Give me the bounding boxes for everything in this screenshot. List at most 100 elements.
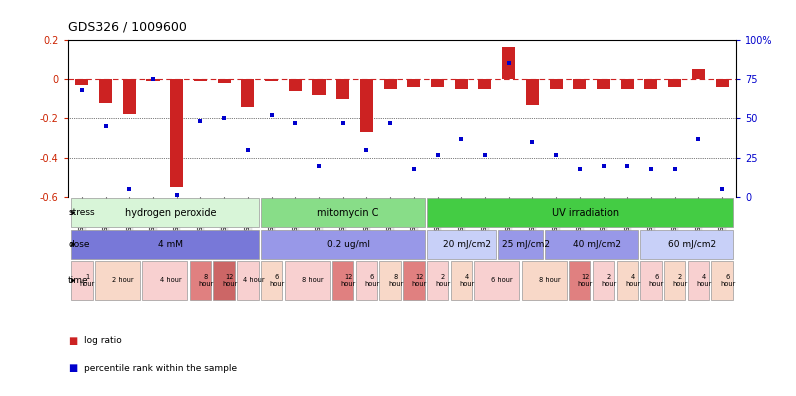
Text: 2
hour: 2 hour bbox=[601, 274, 617, 287]
Bar bbox=[427, 198, 733, 227]
Text: 8 hour: 8 hour bbox=[302, 278, 323, 284]
Text: mitomycin C: mitomycin C bbox=[318, 208, 379, 218]
Point bbox=[550, 151, 563, 158]
Text: 4 mM: 4 mM bbox=[158, 240, 183, 249]
Bar bbox=[664, 261, 685, 300]
Text: ■: ■ bbox=[68, 335, 77, 346]
Bar bbox=[526, 79, 539, 105]
Point bbox=[692, 135, 704, 142]
Text: 2
hour: 2 hour bbox=[435, 274, 451, 287]
Point bbox=[265, 112, 278, 118]
Bar bbox=[384, 79, 396, 89]
Text: stress: stress bbox=[68, 208, 95, 217]
Bar bbox=[332, 261, 353, 300]
Text: 8 hour: 8 hour bbox=[539, 278, 560, 284]
Bar bbox=[640, 261, 661, 300]
Point bbox=[194, 118, 207, 125]
Bar bbox=[478, 79, 491, 89]
Bar bbox=[502, 48, 515, 79]
Bar bbox=[455, 79, 468, 89]
Bar bbox=[712, 261, 733, 300]
Bar bbox=[451, 261, 472, 300]
Bar bbox=[76, 79, 88, 85]
Text: 6
hour: 6 hour bbox=[649, 274, 664, 287]
Point bbox=[621, 162, 634, 169]
Bar bbox=[356, 261, 377, 300]
Bar bbox=[261, 230, 424, 259]
Point bbox=[146, 76, 159, 82]
Bar bbox=[71, 261, 92, 300]
Point bbox=[431, 151, 444, 158]
Text: 6
hour: 6 hour bbox=[365, 274, 380, 287]
Text: 8
hour: 8 hour bbox=[198, 274, 213, 287]
Text: time: time bbox=[68, 276, 89, 285]
Bar bbox=[545, 230, 638, 259]
Bar bbox=[123, 79, 136, 114]
Point bbox=[289, 120, 302, 126]
Bar bbox=[289, 79, 302, 91]
Point bbox=[337, 120, 349, 126]
Bar bbox=[336, 79, 349, 99]
Bar bbox=[213, 261, 235, 300]
Bar bbox=[474, 261, 519, 300]
Point bbox=[408, 166, 420, 172]
Bar bbox=[170, 79, 183, 187]
Point bbox=[123, 186, 135, 192]
Text: 8
hour: 8 hour bbox=[388, 274, 404, 287]
Text: dose: dose bbox=[68, 240, 90, 249]
Text: 4 hour: 4 hour bbox=[159, 278, 181, 284]
Bar bbox=[241, 79, 255, 107]
Text: percentile rank within the sample: percentile rank within the sample bbox=[84, 364, 236, 373]
Bar bbox=[427, 230, 496, 259]
Text: 1
hour: 1 hour bbox=[80, 274, 95, 287]
Text: 4
hour: 4 hour bbox=[459, 274, 474, 287]
Bar bbox=[265, 79, 278, 81]
Point bbox=[360, 147, 373, 153]
Bar bbox=[645, 79, 657, 89]
Bar bbox=[189, 261, 211, 300]
Bar bbox=[431, 79, 444, 87]
Point bbox=[170, 192, 183, 199]
Bar bbox=[71, 198, 259, 227]
Point bbox=[241, 147, 254, 153]
Text: hydrogen peroxide: hydrogen peroxide bbox=[125, 208, 216, 218]
Bar bbox=[549, 79, 563, 89]
Text: 0.2 ug/ml: 0.2 ug/ml bbox=[326, 240, 369, 249]
Point bbox=[455, 135, 467, 142]
Bar bbox=[597, 79, 610, 89]
Text: 12
hour: 12 hour bbox=[222, 274, 237, 287]
Point bbox=[526, 139, 539, 145]
Text: ■: ■ bbox=[68, 363, 77, 373]
Point bbox=[313, 162, 326, 169]
Text: 4
hour: 4 hour bbox=[625, 274, 640, 287]
Text: GDS326 / 1009600: GDS326 / 1009600 bbox=[68, 21, 186, 34]
Text: 12
hour: 12 hour bbox=[578, 274, 593, 287]
Bar bbox=[408, 79, 420, 87]
Bar bbox=[261, 198, 424, 227]
Bar bbox=[194, 79, 207, 81]
Text: 20 mJ/cm2: 20 mJ/cm2 bbox=[443, 240, 490, 249]
Bar bbox=[95, 261, 140, 300]
Bar bbox=[261, 261, 283, 300]
Point bbox=[384, 120, 396, 126]
Text: 40 mJ/cm2: 40 mJ/cm2 bbox=[573, 240, 621, 249]
Point bbox=[716, 186, 728, 192]
Text: 6 hour: 6 hour bbox=[491, 278, 513, 284]
Point bbox=[502, 60, 515, 67]
Point bbox=[478, 151, 491, 158]
Text: 6
hour: 6 hour bbox=[269, 274, 285, 287]
Bar bbox=[403, 261, 424, 300]
Bar bbox=[498, 230, 543, 259]
Bar bbox=[617, 261, 638, 300]
Bar bbox=[640, 230, 733, 259]
Bar bbox=[692, 69, 705, 79]
Bar bbox=[313, 79, 326, 95]
Text: UV irradiation: UV irradiation bbox=[552, 208, 618, 218]
Bar bbox=[380, 261, 401, 300]
Text: 25 mJ/cm2: 25 mJ/cm2 bbox=[502, 240, 550, 249]
Text: 4 hour: 4 hour bbox=[243, 278, 264, 284]
Text: 4
hour: 4 hour bbox=[696, 274, 712, 287]
Bar bbox=[237, 261, 259, 300]
Text: 12
hour: 12 hour bbox=[341, 274, 356, 287]
Text: 2 hour: 2 hour bbox=[112, 278, 134, 284]
